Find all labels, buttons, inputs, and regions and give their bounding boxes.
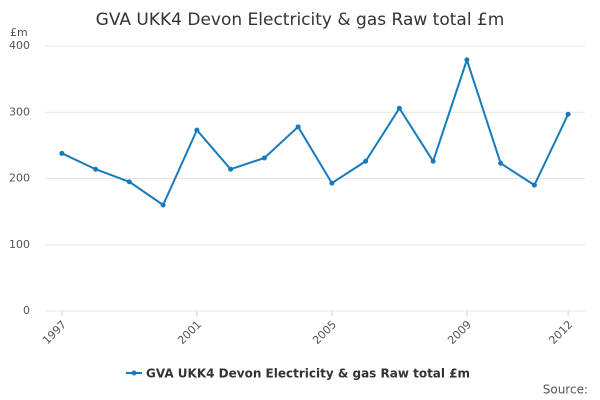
data-point	[160, 202, 166, 208]
data-point	[498, 160, 504, 166]
y-tick-label: 400	[9, 39, 30, 52]
data-point	[396, 105, 402, 111]
data-point	[228, 166, 234, 172]
data-point	[430, 158, 436, 164]
data-point	[59, 150, 65, 156]
chart-title: GVA UKK4 Devon Electricity & gas Raw tot…	[96, 10, 505, 30]
data-point	[194, 127, 200, 133]
y-tick-label: 200	[9, 172, 30, 185]
data-point	[464, 57, 470, 63]
y-tick-label: 100	[9, 238, 30, 251]
y-tick-label: 300	[9, 105, 30, 118]
data-point	[295, 124, 301, 130]
series-line	[61, 56, 570, 207]
source: Source:	[543, 383, 588, 397]
data-point	[531, 182, 537, 188]
data-point	[565, 111, 571, 117]
x-tick-label: 2009	[445, 318, 474, 347]
y-tick-label: 0	[23, 304, 30, 317]
x-tick-label: 2001	[175, 318, 204, 347]
y-axis-label: £m	[10, 26, 28, 39]
data-point	[93, 166, 99, 172]
x-tick-label: 1997	[40, 318, 69, 347]
data-point	[363, 158, 369, 164]
x-tick-label: 2005	[310, 318, 339, 347]
legend-label: GVA UKK4 Devon Electricity & gas Raw tot…	[146, 367, 470, 381]
data-point	[126, 179, 132, 185]
legend-marker	[131, 370, 137, 376]
x-tick-label: 2012	[546, 318, 575, 347]
data-point	[261, 155, 267, 161]
data-point	[329, 180, 335, 186]
